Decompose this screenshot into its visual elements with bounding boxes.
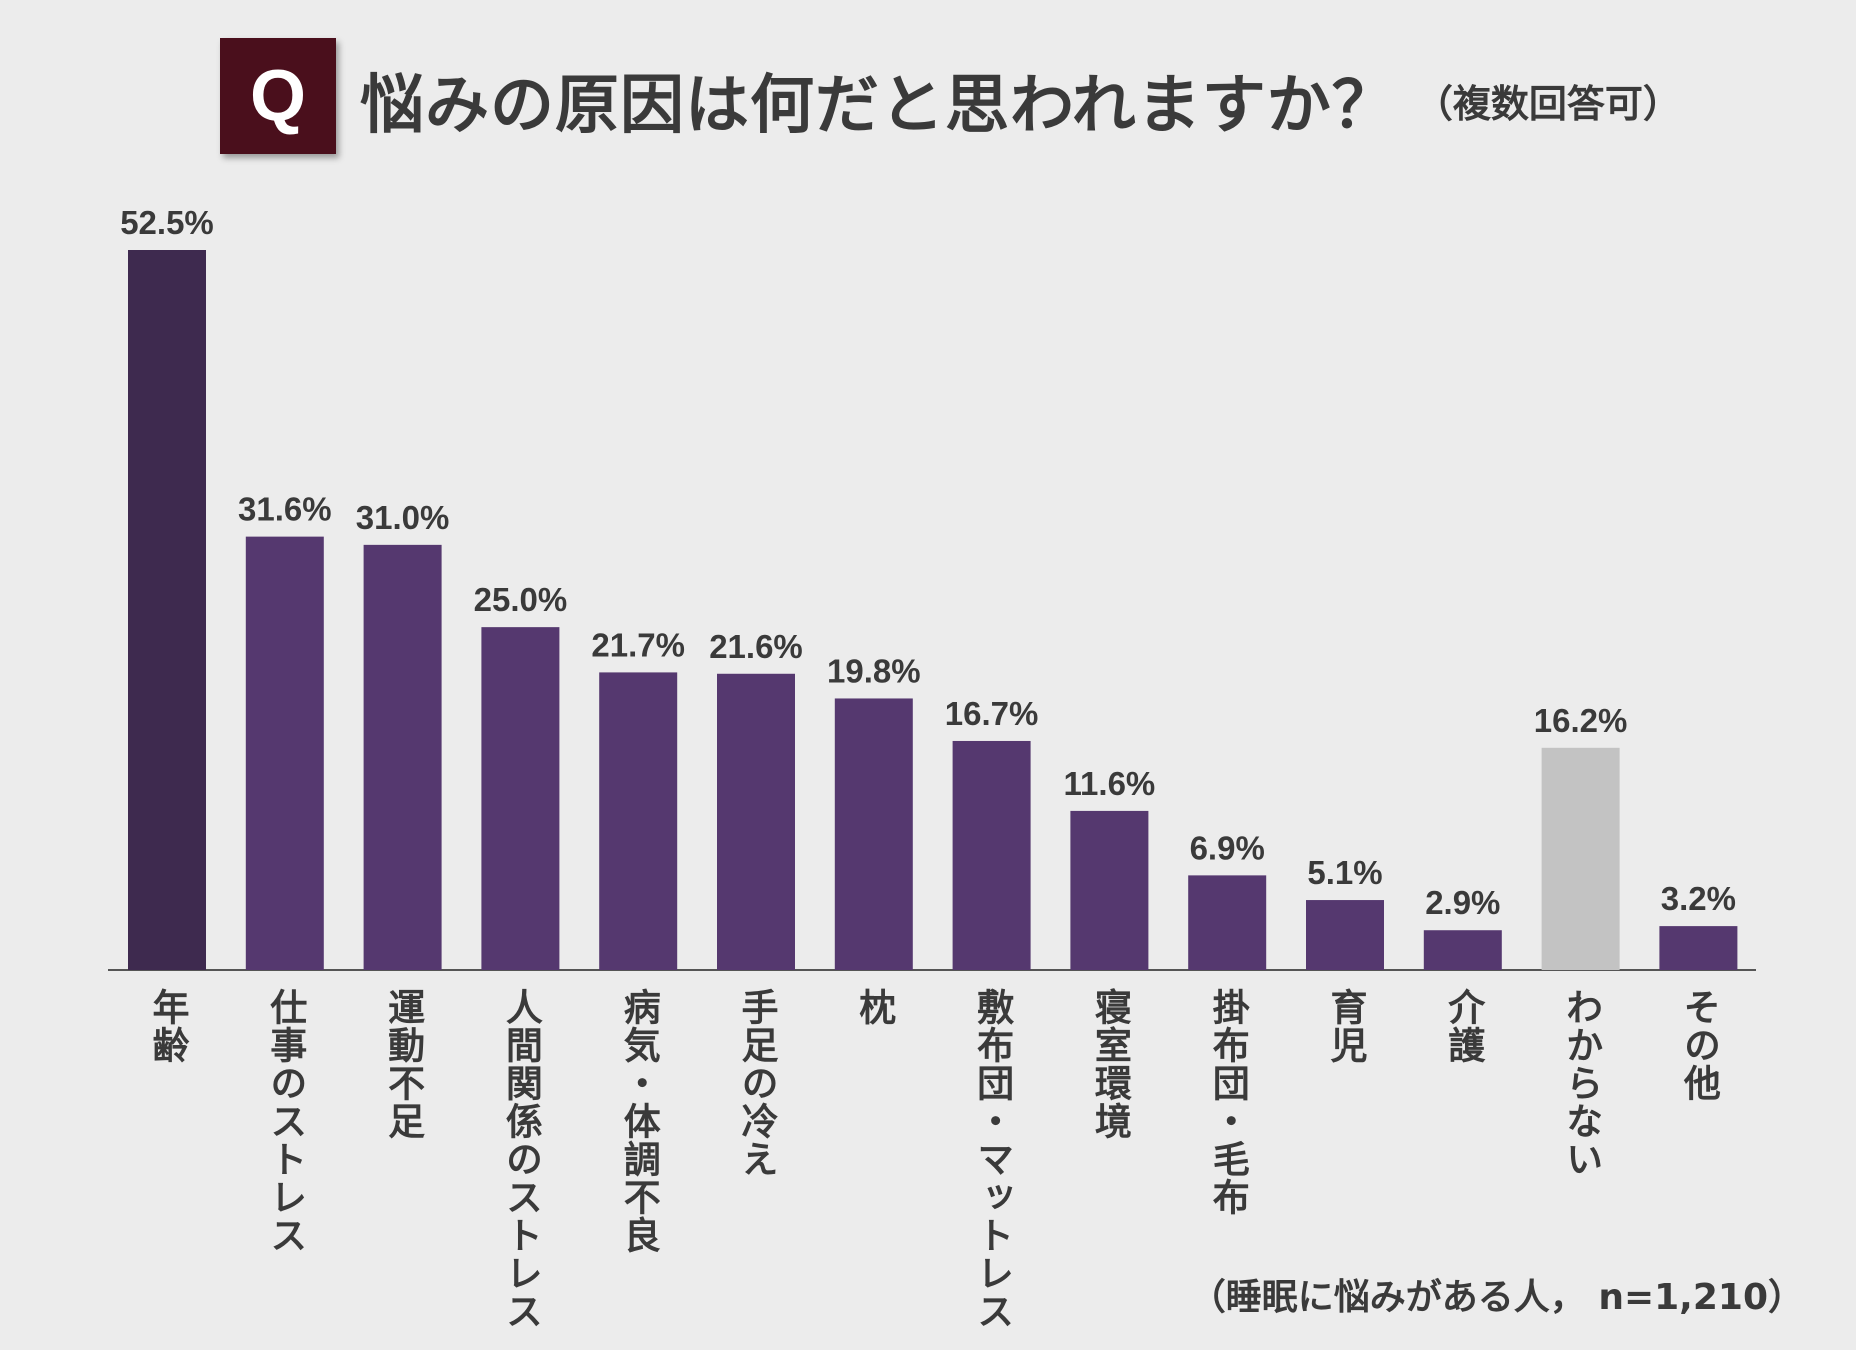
value-label: 19.8% xyxy=(827,652,921,689)
bar xyxy=(834,698,913,970)
value-label: 11.6% xyxy=(1064,765,1156,802)
value-label: 21.6% xyxy=(709,628,803,665)
category-label: 手足の冷え xyxy=(735,988,778,1178)
bar xyxy=(717,673,795,970)
question-badge: Q xyxy=(220,38,336,154)
title-subtitle: （複数回答可） xyxy=(1414,81,1681,126)
bar xyxy=(363,544,442,970)
category-label: 介護 xyxy=(1441,988,1485,1064)
category-label: 運動不足 xyxy=(381,988,425,1140)
category-label: 寝室環境 xyxy=(1088,988,1132,1140)
category-label: わからない xyxy=(1559,988,1603,1178)
category-label: その他 xyxy=(1677,988,1721,1102)
value-label: 3.2% xyxy=(1661,880,1736,917)
bar xyxy=(245,536,324,970)
value-label: 16.7% xyxy=(945,695,1039,732)
category-label: 年齢 xyxy=(146,988,189,1064)
category-label: 育児 xyxy=(1324,988,1367,1064)
value-label: 5.1% xyxy=(1307,854,1382,891)
bar xyxy=(1188,875,1267,970)
value-label: 31.0% xyxy=(356,499,450,536)
value-label: 6.9% xyxy=(1190,829,1265,866)
bar xyxy=(1070,810,1149,970)
category-label: 掛布団・毛布 xyxy=(1206,988,1250,1216)
title-main: 悩みの原因は何だと思われますか？ xyxy=(360,69,1397,143)
value-label: 52.5% xyxy=(120,204,214,241)
sample-footnote: （睡眠に悩みがある人， n=1,210） xyxy=(1189,1277,1804,1318)
category-label: 枕 xyxy=(852,988,896,1026)
bar xyxy=(1306,900,1384,970)
value-label: 31.6% xyxy=(238,491,332,528)
category-label: 病気・体調不良 xyxy=(617,988,661,1254)
bar xyxy=(599,672,678,970)
value-label: 21.7% xyxy=(591,626,685,663)
value-label: 25.0% xyxy=(474,581,568,618)
value-label: 2.9% xyxy=(1425,884,1500,921)
bar xyxy=(952,740,1031,970)
bar xyxy=(1423,930,1502,970)
bar xyxy=(128,250,206,970)
bar xyxy=(481,627,560,970)
category-label: 人間関係のストレス xyxy=(499,988,543,1330)
category-label: 敷布団・マットレス xyxy=(970,988,1014,1330)
chart-title: 悩みの原因は何だと思われますか？ （複数回答可） xyxy=(360,60,1681,143)
bar xyxy=(1541,747,1620,970)
category-label: 仕事のストレス xyxy=(263,988,307,1254)
bar xyxy=(1659,926,1738,970)
value-label: 16.2% xyxy=(1534,702,1628,739)
